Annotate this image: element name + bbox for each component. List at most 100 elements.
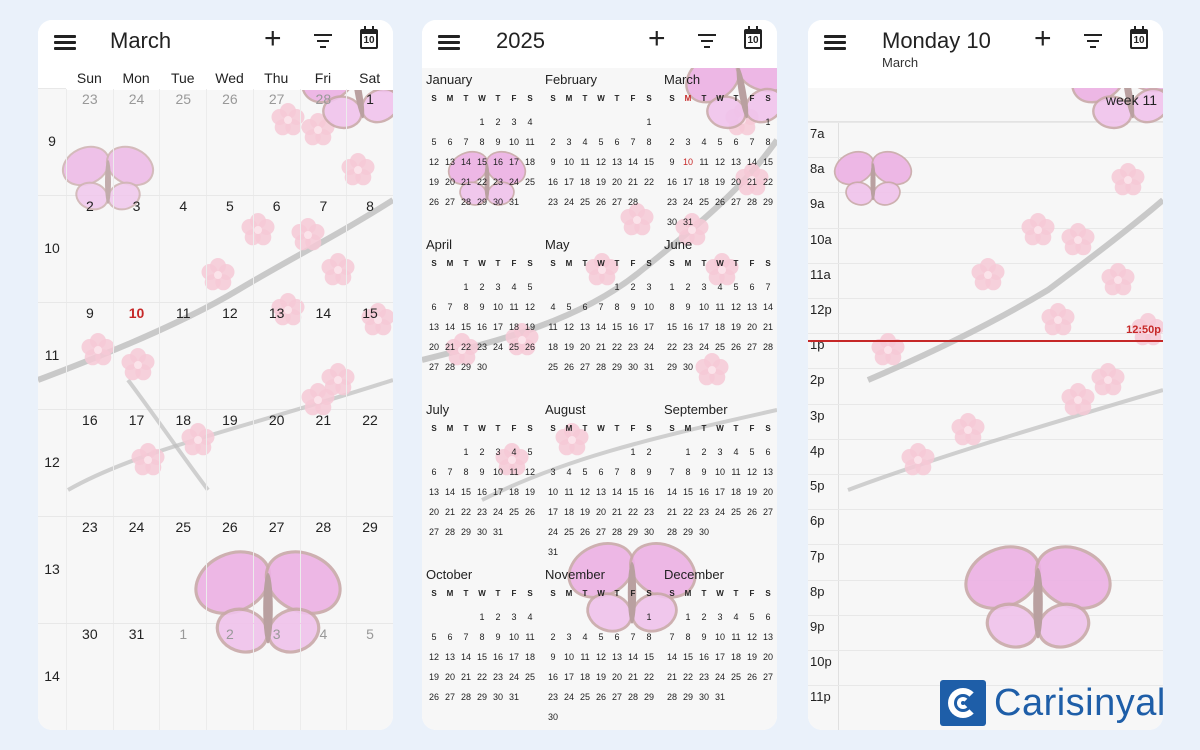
mini-day[interactable]: 2: [495, 117, 501, 127]
mini-day[interactable]: 15: [682, 487, 693, 497]
mini-day[interactable]: 27: [762, 672, 773, 682]
mini-day[interactable]: 18: [698, 177, 709, 187]
mini-day[interactable]: 28: [444, 527, 455, 537]
day-cell[interactable]: 16: [66, 410, 113, 516]
menu-icon[interactable]: [438, 32, 460, 52]
mini-day[interactable]: 17: [547, 507, 558, 517]
mini-day[interactable]: 6: [749, 282, 755, 292]
mini-day[interactable]: 27: [579, 362, 590, 372]
mini-day[interactable]: 14: [666, 487, 677, 497]
mini-day[interactable]: 28: [444, 362, 455, 372]
day-cell[interactable]: 11: [159, 303, 206, 409]
mini-day[interactable]: 14: [460, 652, 471, 662]
mini-day[interactable]: 10: [563, 157, 574, 167]
mini-day[interactable]: 30: [547, 712, 558, 722]
mini-day[interactable]: 5: [717, 137, 723, 147]
mini-day[interactable]: 16: [492, 157, 503, 167]
mini-day[interactable]: 1: [646, 612, 652, 622]
mini-day[interactable]: 27: [746, 342, 757, 352]
mini-day[interactable]: 23: [476, 507, 487, 517]
mini-day[interactable]: 21: [444, 507, 455, 517]
mini-day[interactable]: 6: [614, 632, 620, 642]
mini-day[interactable]: 21: [611, 507, 622, 517]
mini-day[interactable]: 2: [479, 282, 485, 292]
menu-icon[interactable]: [54, 32, 76, 52]
mini-day[interactable]: 13: [611, 157, 622, 167]
day-cell[interactable]: 1: [346, 89, 393, 195]
mini-day[interactable]: 2: [701, 612, 707, 622]
mini-day[interactable]: 9: [701, 632, 707, 642]
mini-day[interactable]: 17: [714, 487, 725, 497]
day-cell[interactable]: 21: [299, 410, 347, 516]
mini-day[interactable]: 21: [666, 672, 677, 682]
mini-day[interactable]: 3: [717, 612, 723, 622]
today-calendar-icon[interactable]: 10: [744, 26, 762, 49]
day-cell[interactable]: 4: [299, 624, 347, 730]
mini-day[interactable]: 10: [682, 157, 693, 167]
mini-day[interactable]: 23: [547, 197, 558, 207]
mini-day[interactable]: 16: [627, 322, 638, 332]
page-title[interactable]: March: [110, 28, 172, 53]
mini-day[interactable]: 31: [508, 197, 519, 207]
mini-day[interactable]: 16: [547, 672, 558, 682]
mini-day[interactable]: 20: [611, 177, 622, 187]
mini-day[interactable]: 8: [646, 137, 652, 147]
mini-day[interactable]: 7: [463, 137, 469, 147]
mini-day[interactable]: 10: [563, 652, 574, 662]
mini-day[interactable]: 13: [428, 487, 439, 497]
mini-day[interactable]: 22: [643, 177, 654, 187]
day-cell[interactable]: 25: [159, 517, 206, 623]
mini-day[interactable]: 22: [682, 507, 693, 517]
mini-day[interactable]: 8: [630, 467, 636, 477]
mini-day[interactable]: 4: [511, 447, 517, 457]
mini-month-february[interactable]: February S M T W T F S 1 2 3 4 5 6 7 8 9 10 11 12 13 14 15 16 17…: [541, 68, 659, 233]
mini-day[interactable]: 13: [762, 467, 773, 477]
mini-day[interactable]: 15: [762, 157, 773, 167]
mini-day[interactable]: 15: [611, 322, 622, 332]
mini-day[interactable]: 7: [669, 632, 675, 642]
mini-day[interactable]: 18: [730, 652, 741, 662]
mini-day[interactable]: 12: [595, 157, 606, 167]
mini-day[interactable]: 22: [627, 507, 638, 517]
mini-day[interactable]: 18: [714, 322, 725, 332]
mini-day[interactable]: 3: [566, 632, 572, 642]
add-event-icon[interactable]: +: [264, 22, 282, 55]
day-cell[interactable]: 5: [346, 624, 393, 730]
mini-day[interactable]: 28: [611, 527, 622, 537]
mini-day[interactable]: 26: [524, 507, 535, 517]
mini-day[interactable]: 20: [595, 507, 606, 517]
mini-day[interactable]: 12: [428, 652, 439, 662]
mini-day[interactable]: 6: [431, 302, 437, 312]
mini-day[interactable]: 24: [492, 342, 503, 352]
mini-day[interactable]: 18: [524, 652, 535, 662]
mini-day[interactable]: 5: [733, 282, 739, 292]
mini-day[interactable]: 26: [524, 342, 535, 352]
mini-day[interactable]: 25: [524, 672, 535, 682]
mini-day[interactable]: 12: [746, 632, 757, 642]
day-cell[interactable]: 8: [346, 196, 393, 302]
mini-day[interactable]: 29: [666, 362, 677, 372]
mini-day[interactable]: 21: [444, 342, 455, 352]
mini-day[interactable]: 22: [460, 507, 471, 517]
mini-day[interactable]: 11: [564, 487, 574, 497]
mini-day[interactable]: 7: [630, 632, 636, 642]
mini-day[interactable]: 1: [479, 612, 485, 622]
mini-day[interactable]: 12: [730, 302, 741, 312]
add-event-icon[interactable]: +: [648, 22, 666, 55]
mini-day[interactable]: 15: [460, 487, 471, 497]
mini-day[interactable]: 21: [666, 507, 677, 517]
mini-day[interactable]: 3: [495, 282, 501, 292]
mini-day[interactable]: 23: [547, 692, 558, 702]
mini-day[interactable]: 15: [627, 487, 638, 497]
mini-day[interactable]: 19: [714, 177, 725, 187]
mini-day[interactable]: 20: [579, 342, 590, 352]
mini-day[interactable]: 5: [582, 467, 588, 477]
mini-day[interactable]: 23: [643, 507, 654, 517]
mini-day[interactable]: 31: [682, 217, 693, 227]
mini-day[interactable]: 27: [444, 692, 455, 702]
mini-day[interactable]: 11: [509, 467, 519, 477]
mini-day[interactable]: 16: [476, 322, 487, 332]
mini-day[interactable]: 9: [685, 302, 691, 312]
mini-day[interactable]: 11: [699, 157, 709, 167]
mini-day[interactable]: 21: [627, 177, 638, 187]
